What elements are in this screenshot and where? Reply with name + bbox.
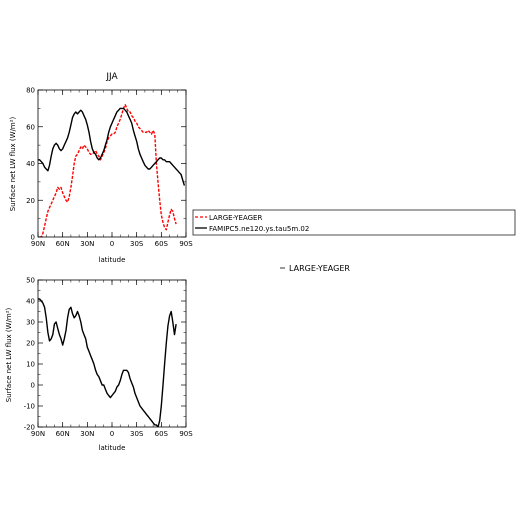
bottom-chart-xlabel: latitude	[99, 444, 126, 452]
series-line-0-0	[39, 103, 177, 237]
bottom-chart-legend: LARGE-YEAGER	[280, 264, 350, 273]
x-tick-label: 30N	[80, 430, 94, 438]
y-tick-label: 50	[26, 277, 35, 285]
x-tick-label: 60S	[155, 240, 169, 248]
x-tick-label: 30S	[130, 430, 144, 438]
y-tick-label: 60	[26, 123, 35, 131]
y-tick-label: 80	[26, 87, 35, 95]
top-chart-legend: LARGE-YEAGER FAMIPC5.ne120.ys.tau5m.02	[192, 209, 516, 236]
x-tick-label: 30S	[130, 240, 144, 248]
bottom-chart: Surface net LW flux (W/m²) 90N 60N 30N 0 30S…	[5, 277, 193, 453]
series-line-1-0	[38, 298, 177, 427]
x-tick-label: 0	[110, 240, 114, 248]
top-chart-ylabel: Surface net LW flux (W/m²)	[9, 116, 17, 211]
x-tick-label: 60N	[56, 240, 70, 248]
plot-frame-1	[37, 279, 187, 428]
x-tick-label: 30N	[80, 240, 94, 248]
y-tick-label: 40	[26, 298, 35, 306]
x-tick-label: 90N	[31, 240, 45, 248]
top-chart: JJA Surface net LW flux (W/m²) 90N 60N 30N…	[9, 72, 193, 264]
series-line-0-1	[38, 107, 186, 186]
legend-label-large-yeager: LARGE-YEAGER	[209, 214, 262, 222]
top-chart-title: JJA	[105, 72, 118, 82]
x-tick-label: 90S	[179, 430, 193, 438]
x-tick-label: 0	[110, 430, 114, 438]
y-tick-label: 10	[26, 361, 35, 369]
legend-box	[192, 209, 516, 236]
x-tick-label: 90N	[31, 430, 45, 438]
y-tick-label: 40	[26, 160, 35, 168]
plot-frame-0	[37, 89, 187, 238]
y-tick-label: 20	[26, 340, 35, 348]
y-tick-label: -20	[24, 424, 35, 432]
y-tick-label: 20	[26, 197, 35, 205]
y-tick-label: -10	[24, 403, 35, 411]
y-tick-label: 0	[31, 234, 35, 242]
legend-label-bottom: LARGE-YEAGER	[289, 264, 350, 273]
bottom-chart-ylabel: Surface net LW flux (W/m²)	[5, 307, 13, 402]
y-tick-label: 0	[31, 382, 35, 390]
x-tick-label: 90S	[179, 240, 193, 248]
x-tick-label: 60S	[155, 430, 169, 438]
bottom-chart-plot: 90N 60N 30N 0 30S 60S 90S -20 -10 0 10 20 30 40 50	[24, 277, 194, 439]
top-chart-xlabel: latitude	[99, 256, 126, 264]
legend-label-famipc5: FAMIPC5.ne120.ys.tau5m.02	[209, 225, 309, 233]
y-tick-label: 30	[26, 319, 35, 327]
top-chart-plot: 90N 60N 30N 0 30S 60S 90S 0 20 40 60 80	[26, 87, 193, 249]
x-tick-label: 60N	[56, 430, 70, 438]
